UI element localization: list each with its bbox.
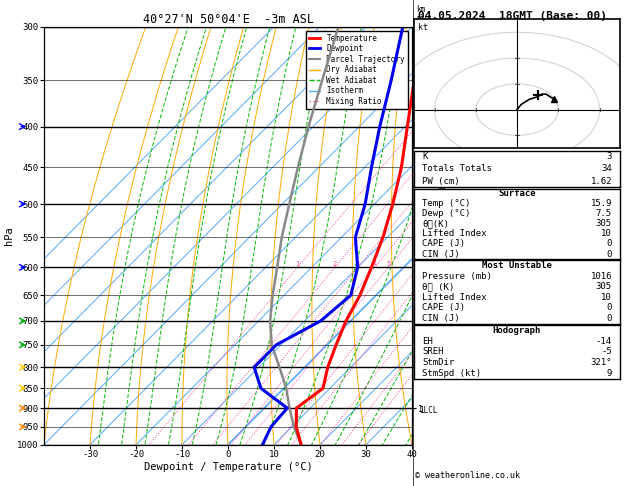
Text: 34: 34: [601, 164, 612, 174]
Y-axis label: hPa: hPa: [4, 226, 14, 245]
Text: 305: 305: [596, 282, 612, 291]
Title: 40°27'N 50°04'E  -3m ASL: 40°27'N 50°04'E -3m ASL: [143, 13, 313, 26]
Text: 10: 10: [601, 293, 612, 302]
Text: 9: 9: [606, 369, 612, 378]
Text: CAPE (J): CAPE (J): [422, 240, 465, 248]
Text: SREH: SREH: [422, 347, 443, 356]
Text: 0: 0: [606, 303, 612, 312]
Text: 4: 4: [373, 261, 377, 267]
Text: EH: EH: [422, 337, 433, 346]
Text: Lifted Index: Lifted Index: [422, 293, 487, 302]
Text: Totals Totals: Totals Totals: [422, 164, 492, 174]
Text: Pressure (mb): Pressure (mb): [422, 272, 492, 281]
Text: 1.62: 1.62: [591, 176, 612, 186]
Text: 1016: 1016: [591, 272, 612, 281]
Text: 0: 0: [606, 314, 612, 323]
Text: kt: kt: [418, 23, 428, 32]
Text: -5: -5: [601, 347, 612, 356]
Text: 1: 1: [296, 261, 300, 267]
Text: Temp (°C): Temp (°C): [422, 199, 470, 208]
Text: -14: -14: [596, 337, 612, 346]
Text: θᴇ(K): θᴇ(K): [422, 219, 449, 228]
X-axis label: Dewpoint / Temperature (°C): Dewpoint / Temperature (°C): [143, 462, 313, 472]
Text: 2: 2: [333, 261, 337, 267]
Text: 3: 3: [356, 261, 360, 267]
Text: StmDir: StmDir: [422, 358, 454, 367]
Text: 15.9: 15.9: [591, 199, 612, 208]
Text: km
ASL: km ASL: [416, 5, 430, 25]
Text: PW (cm): PW (cm): [422, 176, 460, 186]
Text: θᴇ (K): θᴇ (K): [422, 282, 454, 291]
Text: CIN (J): CIN (J): [422, 314, 460, 323]
Text: 1LCL: 1LCL: [419, 405, 437, 415]
Text: Surface: Surface: [498, 189, 536, 198]
Text: Lifted Index: Lifted Index: [422, 229, 487, 238]
Text: StmSpd (kt): StmSpd (kt): [422, 369, 481, 378]
Text: 3: 3: [606, 152, 612, 161]
Text: 305: 305: [596, 219, 612, 228]
Text: K: K: [422, 152, 428, 161]
Text: 7.5: 7.5: [596, 209, 612, 218]
Text: © weatheronline.co.uk: © weatheronline.co.uk: [415, 471, 520, 480]
Text: 5: 5: [386, 261, 391, 267]
Text: Most Unstable: Most Unstable: [482, 261, 552, 270]
Text: CAPE (J): CAPE (J): [422, 303, 465, 312]
Text: 321°: 321°: [591, 358, 612, 367]
Text: 10: 10: [601, 229, 612, 238]
Text: CIN (J): CIN (J): [422, 249, 460, 259]
Text: 0: 0: [606, 249, 612, 259]
Text: Hodograph: Hodograph: [493, 326, 541, 335]
Text: Dewp (°C): Dewp (°C): [422, 209, 470, 218]
Legend: Temperature, Dewpoint, Parcel Trajectory, Dry Adiabat, Wet Adiabat, Isotherm, Mi: Temperature, Dewpoint, Parcel Trajectory…: [306, 31, 408, 109]
Text: 0: 0: [606, 240, 612, 248]
Text: 04.05.2024  18GMT (Base: 00): 04.05.2024 18GMT (Base: 00): [418, 11, 607, 21]
Y-axis label: Mixing Ratio (g/kg): Mixing Ratio (g/kg): [439, 185, 448, 287]
